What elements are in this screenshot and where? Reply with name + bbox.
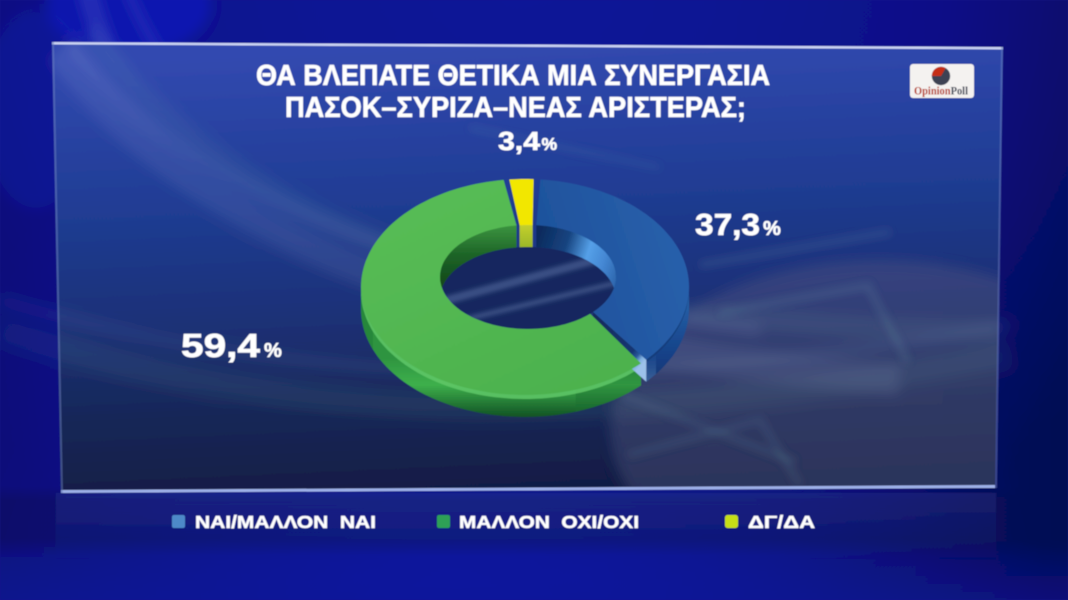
svg-text:37,3: 37,3 bbox=[695, 207, 760, 242]
svg-text:59,4: 59,4 bbox=[181, 327, 261, 364]
svg-text:%: % bbox=[542, 134, 558, 154]
svg-text:%: % bbox=[763, 218, 781, 240]
svg-text:ΜΑΛΛΟΝ ΟΧΙ/ΟΧΙ: ΜΑΛΛΟΝ ΟΧΙ/ΟΧΙ bbox=[459, 512, 639, 532]
svg-text:OpinionPoll: OpinionPoll bbox=[914, 86, 968, 98]
svg-text:ΝΑΙ/ΜΑΛΛΟΝ ΝΑΙ: ΝΑΙ/ΜΑΛΛΟΝ ΝΑΙ bbox=[195, 512, 376, 532]
svg-text:ΠΑΣΟΚ–ΣΥΡΙΖΑ–ΝΕΑΣ ΑΡΙΣΤΕΡΑΣ;: ΠΑΣΟΚ–ΣΥΡΙΖΑ–ΝΕΑΣ ΑΡΙΣΤΕΡΑΣ; bbox=[285, 92, 746, 124]
svg-text:ΔΓ/ΔΑ: ΔΓ/ΔΑ bbox=[748, 512, 815, 532]
svg-text:ΘΑ ΒΛΕΠΑΤΕ ΘΕΤΙΚΑ ΜΙΑ ΣΥΝΕΡΓΑΣ: ΘΑ ΒΛΕΠΑΤΕ ΘΕΤΙΚΑ ΜΙΑ ΣΥΝΕΡΓΑΣΙΑ bbox=[256, 60, 770, 92]
svg-text:%: % bbox=[264, 340, 282, 362]
svg-text:3,4: 3,4 bbox=[498, 126, 541, 156]
